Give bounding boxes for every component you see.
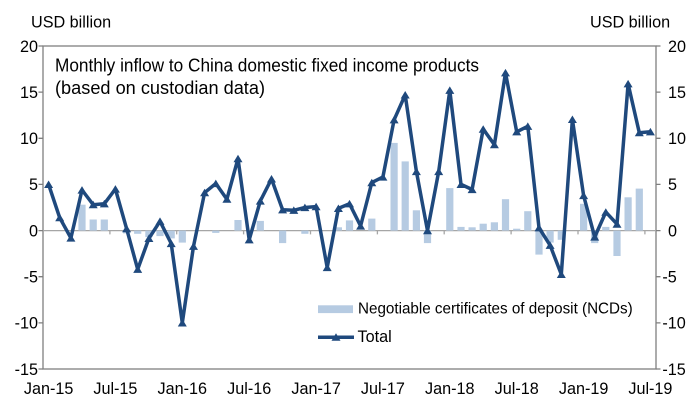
svg-text:Jan-16: Jan-16 [158, 380, 208, 398]
svg-text:20: 20 [668, 38, 686, 56]
svg-text:15: 15 [668, 84, 686, 102]
svg-text:Jan-19: Jan-19 [559, 380, 609, 398]
svg-text:15: 15 [20, 84, 38, 102]
svg-text:Jul-17: Jul-17 [361, 380, 405, 398]
svg-text:Jan-17: Jan-17 [291, 380, 341, 398]
svg-text:Negotiable certificates of dep: Negotiable certificates of deposit (NCDs… [358, 301, 633, 318]
svg-text:Jul-16: Jul-16 [227, 380, 271, 398]
svg-text:(based on custodian data): (based on custodian data) [55, 78, 265, 98]
svg-text:Jul-15: Jul-15 [93, 380, 137, 398]
svg-text:USD billion: USD billion [31, 13, 111, 31]
svg-text:5: 5 [29, 176, 38, 194]
svg-text:Total: Total [358, 328, 392, 346]
svg-text:10: 10 [20, 130, 38, 148]
svg-text:-5: -5 [24, 269, 38, 287]
svg-text:Jul-19: Jul-19 [628, 380, 672, 398]
svg-text:10: 10 [668, 130, 686, 148]
svg-text:20: 20 [20, 38, 38, 56]
svg-text:Jan-18: Jan-18 [425, 380, 475, 398]
svg-text:-15: -15 [662, 361, 685, 379]
svg-text:-10: -10 [662, 315, 685, 333]
svg-text:0: 0 [668, 222, 677, 240]
svg-text:-10: -10 [15, 315, 38, 333]
svg-text:USD billion: USD billion [590, 13, 670, 31]
svg-text:Monthly inflow to China domest: Monthly inflow to China domestic fixed i… [55, 56, 479, 76]
svg-text:-15: -15 [15, 361, 38, 379]
svg-text:Jan-15: Jan-15 [24, 380, 74, 398]
svg-text:-5: -5 [662, 269, 676, 287]
svg-text:0: 0 [29, 222, 38, 240]
svg-text:5: 5 [668, 176, 677, 194]
svg-text:Jul-18: Jul-18 [495, 380, 539, 398]
